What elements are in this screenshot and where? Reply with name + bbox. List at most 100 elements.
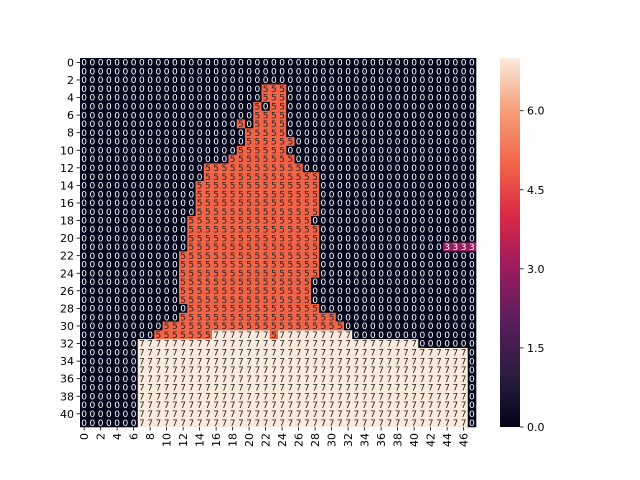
heatmap-cell xyxy=(220,128,229,138)
heatmap-cell xyxy=(311,207,320,217)
heatmap-cell xyxy=(179,110,188,120)
heatmap-cell xyxy=(146,181,155,191)
heatmap-cell xyxy=(187,198,196,208)
heatmap-cell-label: 7 xyxy=(271,419,277,429)
heatmap-cell-label: 7 xyxy=(189,419,195,429)
heatmap-cell xyxy=(393,207,403,217)
heatmap-cell xyxy=(319,58,328,68)
heatmap-cell xyxy=(467,110,477,120)
heatmap-cell xyxy=(96,66,106,76)
heatmap-cell xyxy=(113,312,122,322)
heatmap-cell xyxy=(418,66,427,76)
heatmap-cell xyxy=(451,163,460,173)
heatmap-cell xyxy=(451,312,460,322)
heatmap-cell xyxy=(253,339,262,349)
heatmap-cell-label: 0 xyxy=(123,419,129,429)
heatmap-cell xyxy=(434,286,444,296)
heatmap-cell xyxy=(278,339,287,349)
heatmap-cell xyxy=(335,356,345,366)
heatmap-cell xyxy=(88,198,97,208)
heatmap-cell xyxy=(451,84,460,94)
heatmap-cell xyxy=(352,268,361,278)
heatmap-cell xyxy=(434,207,444,217)
heatmap-cell xyxy=(327,154,337,164)
heatmap-cell xyxy=(129,128,139,138)
x-tick-label: 30 xyxy=(326,433,339,447)
heatmap-cell xyxy=(286,391,295,401)
heatmap-cell xyxy=(352,101,361,112)
heatmap-cell xyxy=(146,365,155,375)
heatmap-cell xyxy=(129,374,139,384)
heatmap-cell xyxy=(154,137,163,147)
heatmap-cell xyxy=(278,189,287,199)
heatmap-cell xyxy=(187,84,196,94)
heatmap-cell xyxy=(459,304,469,314)
heatmap-cell xyxy=(385,58,394,68)
heatmap-cell xyxy=(146,154,155,164)
heatmap-cell xyxy=(269,268,279,278)
heatmap-cell xyxy=(121,286,130,296)
heatmap-cell xyxy=(286,374,295,384)
heatmap-cell xyxy=(335,295,345,305)
heatmap-cell xyxy=(179,163,188,173)
heatmap-cell-label: 7 xyxy=(255,419,261,429)
heatmap-cell xyxy=(104,207,114,217)
heatmap-cell xyxy=(104,172,114,182)
heatmap-cell xyxy=(311,304,320,314)
heatmap-cell xyxy=(426,286,436,296)
heatmap-cell xyxy=(311,260,320,270)
heatmap-cell xyxy=(385,172,394,182)
heatmap-cell xyxy=(426,58,436,68)
heatmap-cell xyxy=(418,268,427,278)
heatmap-cell xyxy=(426,93,436,103)
heatmap-cell xyxy=(410,154,419,164)
heatmap-cell xyxy=(377,75,386,85)
heatmap-cell xyxy=(418,172,427,182)
heatmap-cell xyxy=(261,391,271,401)
heatmap-cell xyxy=(179,189,188,199)
heatmap-cell xyxy=(393,242,403,252)
heatmap-cell xyxy=(335,66,345,76)
heatmap-cell xyxy=(443,198,452,208)
heatmap-cell xyxy=(195,260,205,270)
heatmap-cell xyxy=(269,172,279,182)
heatmap-cell xyxy=(228,216,238,226)
heatmap-cell xyxy=(335,365,345,375)
heatmap-cell xyxy=(236,312,246,322)
heatmap-cell xyxy=(459,242,469,252)
heatmap-cell xyxy=(302,58,312,68)
heatmap-cell xyxy=(311,216,320,226)
heatmap-cell xyxy=(467,198,477,208)
heatmap-cell xyxy=(96,400,106,410)
heatmap-cell xyxy=(96,93,106,103)
heatmap-cell xyxy=(459,163,469,173)
heatmap-cell xyxy=(228,233,238,243)
heatmap-cell xyxy=(385,110,394,120)
heatmap-cell xyxy=(278,321,287,331)
heatmap-cell xyxy=(88,101,97,112)
heatmap-cell xyxy=(195,58,205,68)
heatmap-cell xyxy=(170,224,180,235)
heatmap-cell xyxy=(162,189,172,199)
heatmap-cell xyxy=(80,137,89,147)
heatmap-cell xyxy=(80,260,89,270)
heatmap-cell xyxy=(410,101,419,112)
heatmap-cell xyxy=(129,286,139,296)
heatmap-cell xyxy=(121,119,130,129)
heatmap-cell xyxy=(228,295,238,305)
heatmap-cell xyxy=(121,189,130,199)
heatmap-cell xyxy=(352,189,361,199)
heatmap-cell xyxy=(228,101,238,112)
heatmap-cell xyxy=(113,356,122,366)
heatmap-cell xyxy=(467,277,477,287)
heatmap-cell xyxy=(195,84,205,94)
heatmap-cell xyxy=(377,207,386,217)
heatmap-cell xyxy=(418,277,427,287)
heatmap-cell xyxy=(459,110,469,120)
heatmap-cell xyxy=(418,75,427,85)
heatmap-cell xyxy=(253,75,262,85)
heatmap-cell xyxy=(368,374,378,384)
heatmap-cell xyxy=(352,260,361,270)
heatmap-cell xyxy=(311,154,320,164)
heatmap-cell xyxy=(352,330,361,340)
